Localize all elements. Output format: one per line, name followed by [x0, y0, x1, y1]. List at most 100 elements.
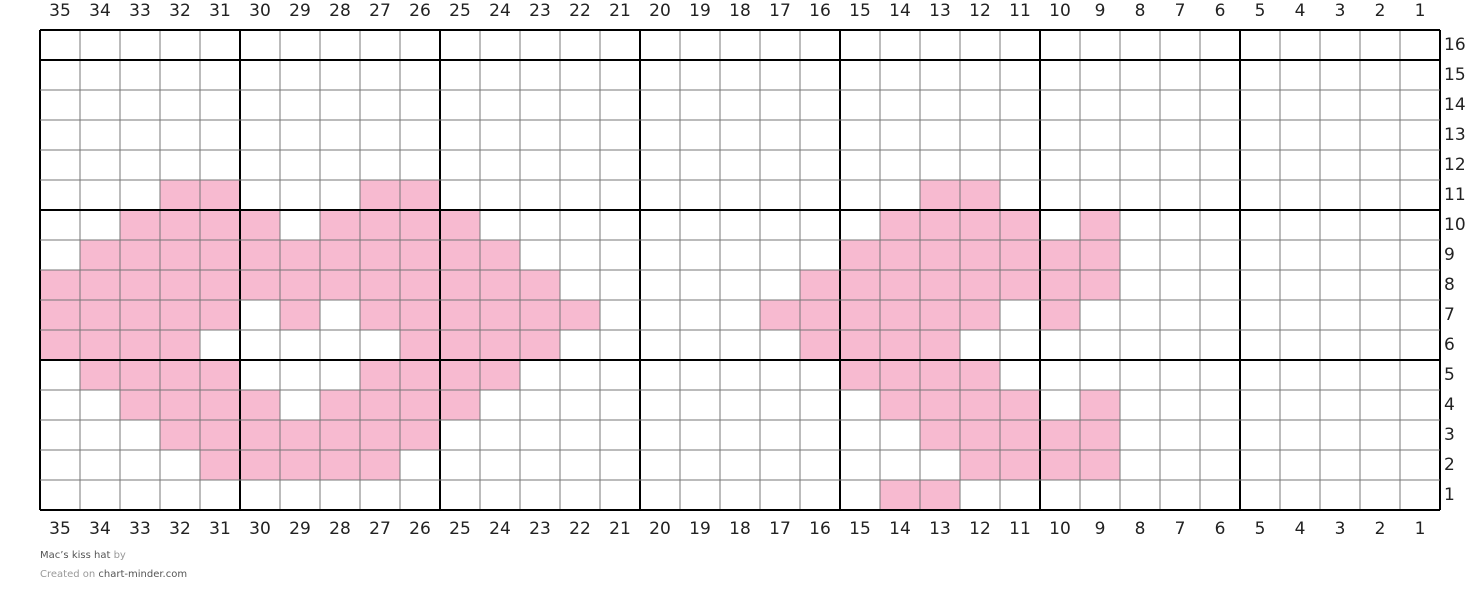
- stitch: [160, 420, 200, 450]
- stitch: [480, 330, 520, 360]
- column-label: 12: [969, 519, 991, 539]
- stitch: [400, 420, 440, 450]
- column-label: 18: [729, 1, 751, 21]
- column-label: 14: [889, 519, 911, 539]
- column-label: 17: [769, 1, 791, 21]
- stitch: [960, 360, 1000, 390]
- stitch: [400, 330, 440, 360]
- stitch: [160, 210, 200, 240]
- stitch: [920, 390, 960, 420]
- row-label: 6: [1444, 335, 1455, 355]
- column-label: 35: [49, 1, 71, 21]
- created-on: Created on: [40, 569, 95, 580]
- stitch: [800, 300, 840, 330]
- stitch: [200, 210, 240, 240]
- stitch: [440, 390, 480, 420]
- stitch: [200, 300, 240, 330]
- column-label: 24: [489, 1, 511, 21]
- stitch: [280, 300, 320, 330]
- row-label: 3: [1444, 425, 1455, 445]
- column-label: 18: [729, 519, 751, 539]
- column-label: 10: [1049, 519, 1071, 539]
- column-label: 25: [449, 1, 471, 21]
- stitch: [1000, 210, 1040, 240]
- stitch: [320, 390, 360, 420]
- stitch: [920, 180, 960, 210]
- stitch: [920, 480, 960, 510]
- stitch: [200, 420, 240, 450]
- column-label: 7: [1175, 1, 1186, 21]
- stitch: [120, 330, 160, 360]
- column-label: 16: [809, 1, 831, 21]
- column-label: 13: [929, 519, 951, 539]
- stitch: [960, 210, 1000, 240]
- stitch: [200, 360, 240, 390]
- row-label: 9: [1444, 245, 1455, 265]
- column-label: 23: [529, 519, 551, 539]
- stitch: [240, 240, 280, 270]
- row-label: 15: [1444, 65, 1466, 85]
- stitch: [80, 300, 120, 330]
- stitch: [360, 390, 400, 420]
- stitch: [200, 240, 240, 270]
- stitch: [520, 270, 560, 300]
- site: chart-minder.com: [98, 569, 187, 580]
- stitch: [960, 180, 1000, 210]
- stitch: [120, 300, 160, 330]
- stitch: [200, 450, 240, 480]
- column-label: 19: [689, 519, 711, 539]
- row-label: 13: [1444, 125, 1466, 145]
- stitch: [840, 270, 880, 300]
- stitch: [280, 240, 320, 270]
- stitch: [880, 210, 920, 240]
- stitch: [280, 270, 320, 300]
- stitch: [440, 330, 480, 360]
- column-label: 31: [209, 519, 231, 539]
- stitch: [880, 270, 920, 300]
- stitch: [160, 270, 200, 300]
- column-label: 15: [849, 519, 871, 539]
- column-label: 7: [1175, 519, 1186, 539]
- row-label: 14: [1444, 95, 1466, 115]
- row-label: 12: [1444, 155, 1466, 175]
- stitch: [360, 270, 400, 300]
- stitch: [480, 240, 520, 270]
- stitch: [880, 360, 920, 390]
- stitch: [840, 360, 880, 390]
- stitch: [120, 390, 160, 420]
- stitch: [1080, 420, 1120, 450]
- stitch: [840, 240, 880, 270]
- row-label: 4: [1444, 395, 1455, 415]
- stitch: [440, 210, 480, 240]
- stitch: [520, 300, 560, 330]
- stitch: [1040, 420, 1080, 450]
- stitch: [400, 360, 440, 390]
- stitch: [320, 240, 360, 270]
- row-label: 16: [1444, 35, 1466, 55]
- column-label: 32: [169, 1, 191, 21]
- column-label: 14: [889, 1, 911, 21]
- stitch: [80, 240, 120, 270]
- column-label: 3: [1335, 519, 1346, 539]
- stitch: [760, 300, 800, 330]
- stitch: [440, 240, 480, 270]
- column-label: 34: [89, 519, 111, 539]
- stitch: [400, 210, 440, 240]
- stitch: [200, 270, 240, 300]
- column-label: 8: [1135, 519, 1146, 539]
- stitch: [800, 330, 840, 360]
- stitch: [360, 420, 400, 450]
- stitch: [320, 210, 360, 240]
- stitch: [360, 210, 400, 240]
- stitch: [80, 270, 120, 300]
- stitch: [160, 240, 200, 270]
- stitch: [960, 300, 1000, 330]
- stitch: [400, 390, 440, 420]
- stitch: [1040, 300, 1080, 330]
- stitch: [160, 330, 200, 360]
- footer-line: Mac’s kiss hat by: [40, 550, 126, 561]
- column-label: 6: [1215, 519, 1226, 539]
- stitch: [360, 360, 400, 390]
- stitch: [920, 300, 960, 330]
